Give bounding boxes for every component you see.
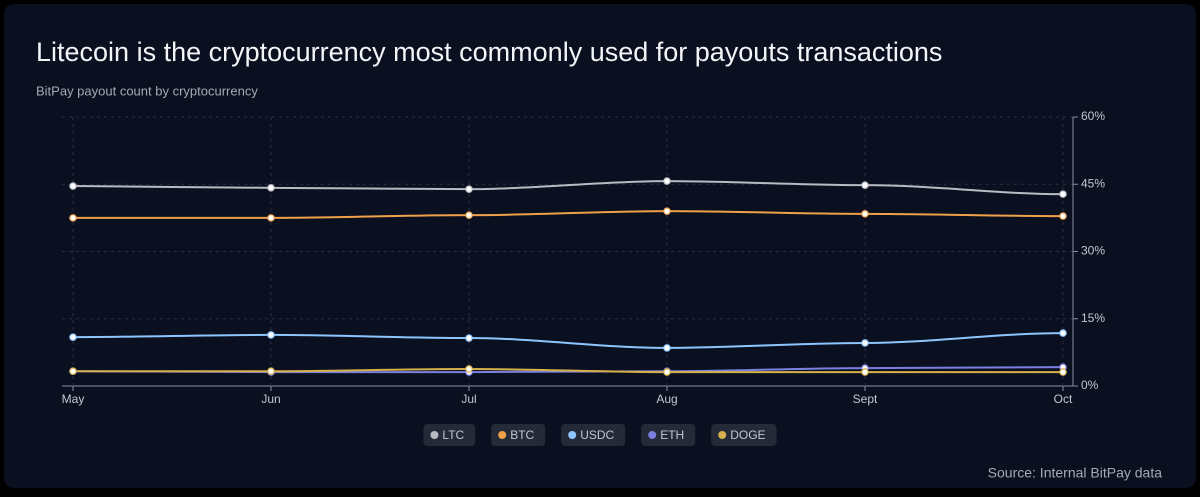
legend-label: USDC xyxy=(580,428,614,442)
legend-swatch xyxy=(430,431,439,439)
legend-item[interactable]: USDC xyxy=(561,424,626,446)
data-point xyxy=(1059,212,1067,220)
x-tick-label: May xyxy=(62,392,85,406)
y-tick-label: 0% xyxy=(1081,378,1099,392)
data-point xyxy=(861,368,869,376)
data-point xyxy=(663,368,671,376)
legend-item[interactable]: DOGE xyxy=(711,424,777,446)
data-point xyxy=(465,185,473,193)
y-tick-label: 30% xyxy=(1081,244,1105,258)
data-point xyxy=(267,184,275,192)
legend-label: BTC xyxy=(510,428,534,442)
data-point xyxy=(465,211,473,219)
data-point xyxy=(267,214,275,222)
legend-label: ETH xyxy=(660,428,684,442)
y-tick-label: 45% xyxy=(1081,176,1105,190)
data-point xyxy=(663,207,671,215)
data-point xyxy=(69,182,77,190)
data-point xyxy=(267,331,275,339)
legend-item[interactable]: BTC xyxy=(491,424,546,446)
legend-pill xyxy=(641,424,696,446)
legend-swatch xyxy=(648,431,657,439)
x-tick-label: Sept xyxy=(853,392,878,406)
legend-swatch xyxy=(568,431,577,439)
data-point xyxy=(69,367,77,376)
data-point xyxy=(1059,190,1067,198)
data-point xyxy=(465,334,473,342)
data-point xyxy=(267,367,275,376)
card xyxy=(4,4,1196,488)
chart-subtitle: BitPay payout count by cryptocurrency xyxy=(36,83,258,98)
x-tick-label: Jun xyxy=(261,392,280,406)
y-tick-label: 60% xyxy=(1081,109,1105,123)
data-point xyxy=(465,365,473,373)
legend-swatch xyxy=(498,431,507,439)
data-point xyxy=(69,214,77,222)
x-tick-label: Jul xyxy=(461,392,476,406)
series-line xyxy=(72,332,1064,349)
legend: LTC BTC USDC ETH DOGE xyxy=(423,424,777,446)
data-point xyxy=(861,181,869,189)
source-note: Source: Internal BitPay data xyxy=(988,465,1163,481)
chart-title: Litecoin is the cryptocurrency most comm… xyxy=(36,37,942,67)
y-tick-label: 15% xyxy=(1081,311,1105,325)
data-point xyxy=(663,177,671,185)
legend-pill xyxy=(423,424,476,446)
legend-label: LTC xyxy=(442,428,464,442)
legend-pill xyxy=(561,424,626,446)
data-point xyxy=(1059,329,1067,337)
series-line xyxy=(73,210,1064,219)
data-point xyxy=(861,339,869,347)
legend-pill xyxy=(711,424,777,446)
data-point xyxy=(69,333,77,341)
data-point xyxy=(861,210,869,218)
legend-item[interactable]: LTC xyxy=(423,424,476,446)
data-point xyxy=(1059,368,1067,376)
series-line xyxy=(73,367,1063,374)
series-line xyxy=(72,180,1064,196)
legend-item[interactable]: ETH xyxy=(641,424,696,446)
x-tick-label: Oct xyxy=(1054,392,1073,406)
legend-pill xyxy=(491,424,546,446)
legend-swatch xyxy=(718,431,727,439)
x-tick-label: Aug xyxy=(656,392,677,406)
legend-label: DOGE xyxy=(730,428,765,442)
data-point xyxy=(663,344,671,352)
